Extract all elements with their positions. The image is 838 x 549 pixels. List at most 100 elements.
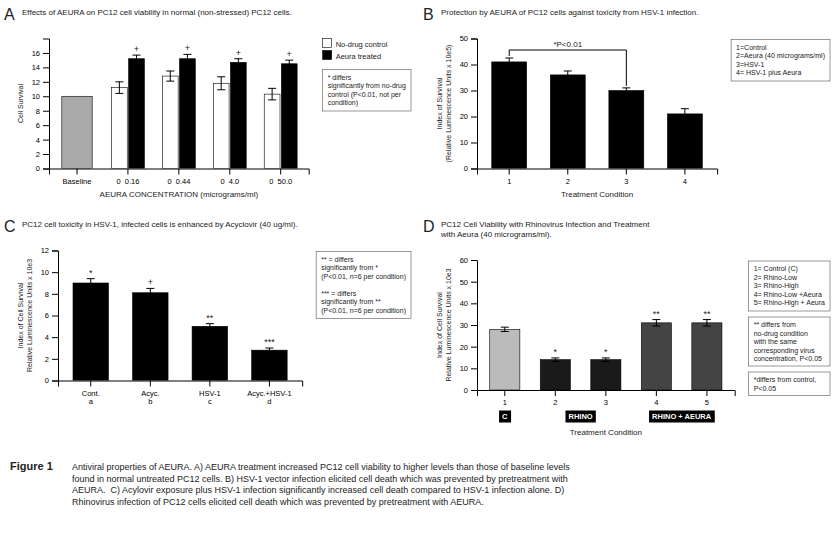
tick: 0 (36, 164, 49, 173)
tick-label-line: 0 0.44 (167, 177, 190, 186)
bar-annotation: * (604, 347, 608, 357)
y-axis-title-line: Index of Cell Survival (436, 292, 443, 358)
error-bar (602, 358, 610, 361)
tick-label: 50 (460, 34, 468, 43)
error-bar (564, 71, 572, 79)
figure-label-line: Figure 1 (10, 460, 53, 472)
y-axis-title: Index of Cell SurvivalRelative Luminesce… (436, 268, 452, 381)
bar-annotation-line: + (236, 48, 241, 58)
note-text: 1=Control2=Aeura (40 micrograms/ml)3=HSV… (736, 44, 825, 78)
error-bar (703, 320, 711, 327)
tick-mark (471, 347, 477, 348)
tick-label: 50 (460, 278, 468, 287)
bar-annotation: * (554, 347, 558, 357)
note-frame (749, 317, 830, 366)
title-line: Protection by AEURA of PC12 cells agains… (441, 8, 698, 17)
bar (641, 323, 671, 390)
tick: Acyc.b (141, 381, 159, 407)
tick: 0 4.0 (220, 169, 239, 186)
tick-label: 40 (460, 60, 468, 69)
tick-label: 0 (464, 164, 468, 173)
tick: 8 (45, 290, 58, 299)
plot-labels: ****** (554, 309, 711, 357)
tick: 20 (460, 112, 477, 121)
bar (213, 83, 229, 168)
tick: 2 (566, 169, 570, 186)
panel: CPC12 cell toxicity in HSV-1, infected c… (4, 218, 411, 406)
caption-line: Rhinovirus infection of PC12 cells elici… (72, 497, 484, 507)
tick: 4 (683, 169, 687, 186)
note-text-line: significantly from ** (321, 298, 381, 306)
x-axis: 1234 (478, 169, 718, 186)
bar (180, 59, 196, 169)
tick-mark (52, 251, 58, 252)
tick-mark (605, 390, 606, 396)
tick-label: 30 (460, 86, 468, 95)
tick: 50 (460, 278, 477, 287)
tick-label: 60 (460, 256, 468, 265)
bar-annotation: *** (264, 337, 275, 347)
tick: 0 (464, 386, 477, 395)
group-label-text-line: RHINO (568, 412, 592, 421)
tick-mark (471, 368, 477, 369)
tick-mark (509, 169, 510, 175)
bar (133, 293, 169, 381)
title-line: PC12 Cell Viability with Rhinovirus Infe… (441, 220, 650, 229)
error-bar (501, 327, 509, 331)
tick-label: 3 (624, 177, 628, 186)
tick-mark (471, 260, 477, 261)
side-notes: No-drug controlAeura treated* differssig… (323, 39, 411, 112)
y-axis-title: Cell Survival (17, 84, 24, 123)
error-bar (285, 60, 293, 67)
note-text-line: (P<0.01, n=6 per condition) (321, 273, 406, 281)
tick-mark (77, 169, 78, 175)
legend-label: No-drug control (336, 40, 388, 49)
y-axis: 0246810121416 (32, 39, 50, 173)
tick: 0 50.0 (269, 169, 292, 186)
note-text-line: P<0.05 (754, 385, 776, 392)
tick-mark (52, 381, 58, 382)
tick-label: Acyc.b (141, 389, 159, 407)
bar-annotation-line: * (604, 347, 608, 357)
panel-label-line: D (423, 218, 435, 235)
tick-mark (90, 381, 91, 387)
tick: 1 (503, 390, 507, 407)
note-text-line: 3= Rhino-High (754, 282, 799, 290)
tick-label: 6 (36, 121, 40, 130)
panel-label: C (4, 218, 16, 235)
figure-label: Figure 1 (10, 460, 53, 472)
group-label-text: RHINO (568, 412, 592, 421)
plot-labels: *+***** (89, 268, 275, 347)
tick: 10 (41, 268, 58, 277)
tick: 8 (36, 107, 49, 116)
note-text: 1= Control (C)2= Rhino-Low3= Rhino-High4… (754, 265, 825, 307)
tick-label: 2 (36, 150, 40, 159)
note-text: *differs from control,P<0.05 (754, 376, 817, 392)
tick: Cont.a (82, 381, 100, 407)
bar (550, 75, 585, 169)
error-bar (505, 58, 513, 66)
title: PC12 Cell Viability with Rhinovirus Infe… (440, 220, 650, 239)
caption-line: found in normal untreated PC12 cells. B)… (72, 474, 568, 484)
tick-label-line: 2 (566, 177, 570, 186)
tick-label: 10 (460, 364, 468, 373)
note-text-line: 5= Rhino-High + Aeura (754, 299, 825, 307)
tick: 14 (32, 63, 49, 72)
bar-annotation: + (236, 48, 241, 58)
note-text-line: ** differs from (754, 321, 796, 328)
title-line: with Aeura (40 micrograms/ml). (440, 230, 552, 239)
tick: 60 (460, 256, 477, 265)
tick-mark (52, 337, 58, 338)
note-text-line: 3=HSV-1 (736, 61, 764, 68)
tick-label: 0 0.16 (116, 177, 139, 186)
group-label-box (499, 411, 511, 423)
tick-mark (127, 169, 128, 175)
error-bar (234, 59, 242, 66)
x-axis-title: Treatment Condition (561, 190, 633, 199)
bar-annotation: * (89, 268, 93, 278)
error-bar (206, 324, 214, 329)
note-text-line: 4= Rhino-Low +Aeura (754, 291, 822, 298)
tick-mark (269, 381, 270, 387)
tick-label: 2 (45, 355, 49, 364)
tick-mark (656, 390, 657, 396)
